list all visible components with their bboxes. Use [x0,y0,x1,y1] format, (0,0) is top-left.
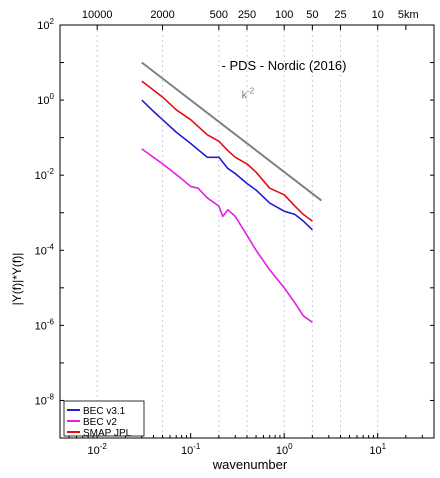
top-tick-label-25: 25 [334,9,346,21]
series-line-smap-jpl [142,81,313,221]
top-tick-label-5km: 5km [398,9,419,21]
legend-label: BEC v2 [83,417,117,428]
y-tick-label-base: 10 [35,170,47,182]
y-tick-label-base: 10 [37,95,49,107]
y-tick-label-exponent: -6 [47,317,55,326]
reference-line-label: k-2 [242,87,255,102]
top-tick-label-100: 100 [275,9,293,21]
x-tick-label: 100 [276,442,293,457]
y-tick-label-exponent: -2 [47,167,55,176]
chart-title: - PDS - Nordic (2016) [222,58,347,73]
series-lines: k-2 [142,63,322,323]
y-tick-label-exponent: 0 [50,92,55,101]
y-tick-label-base: 10 [35,395,47,407]
top-tick-label-10: 10 [372,9,384,21]
y-tick-label-exponent: -4 [47,242,55,251]
y-tick-label-base: 10 [35,320,47,332]
top-tick-label-50: 50 [306,9,318,21]
x-tick-label-base: 10 [276,445,288,457]
top-tick-label-10000: 10000 [82,9,113,21]
legend-label: BEC v3.1 [83,406,126,417]
y-tick-label-base: 10 [35,245,47,257]
y-axis-label: |Y(f)|*Y(f)| [10,253,24,306]
x-tick-label-base: 10 [369,445,381,457]
y-tick-label-exponent: 2 [50,17,55,26]
x-tick-label-base: 10 [88,445,100,457]
y-tick-label-base: 10 [37,20,49,32]
top-tick-label-500: 500 [210,9,228,21]
y-tick-label-exponent: -8 [47,392,55,401]
reference-line-label-exponent: -2 [247,87,255,96]
y-tick-label: 100 [37,92,54,107]
x-tick-label: 10-2 [88,442,108,457]
top-tick-label-250: 250 [238,9,256,21]
reference-line-k-minus-2 [142,63,322,201]
x-axis-label: wavenumber [212,457,288,472]
x-tick-label-base: 10 [181,445,193,457]
y-tick-label: 10-6 [35,317,55,332]
y-tick-label: 10-2 [35,167,55,182]
x-tick-label: 101 [369,442,386,457]
x-tick-label-exponent: -1 [193,442,201,451]
x-tick-label-exponent: -2 [100,442,108,451]
y-tick-label: 102 [37,17,54,32]
x-tick-label: 10-1 [181,442,201,457]
y-tick-label: 10-8 [35,392,55,407]
x-tick-label-exponent: 0 [288,442,293,451]
top-tick-label-2000: 2000 [150,9,174,21]
y-tick-label: 10-4 [35,242,55,257]
x-tick-label-exponent: 1 [382,442,387,451]
grid-lines [97,25,378,438]
legend-label: SMAP JPL [83,428,132,439]
